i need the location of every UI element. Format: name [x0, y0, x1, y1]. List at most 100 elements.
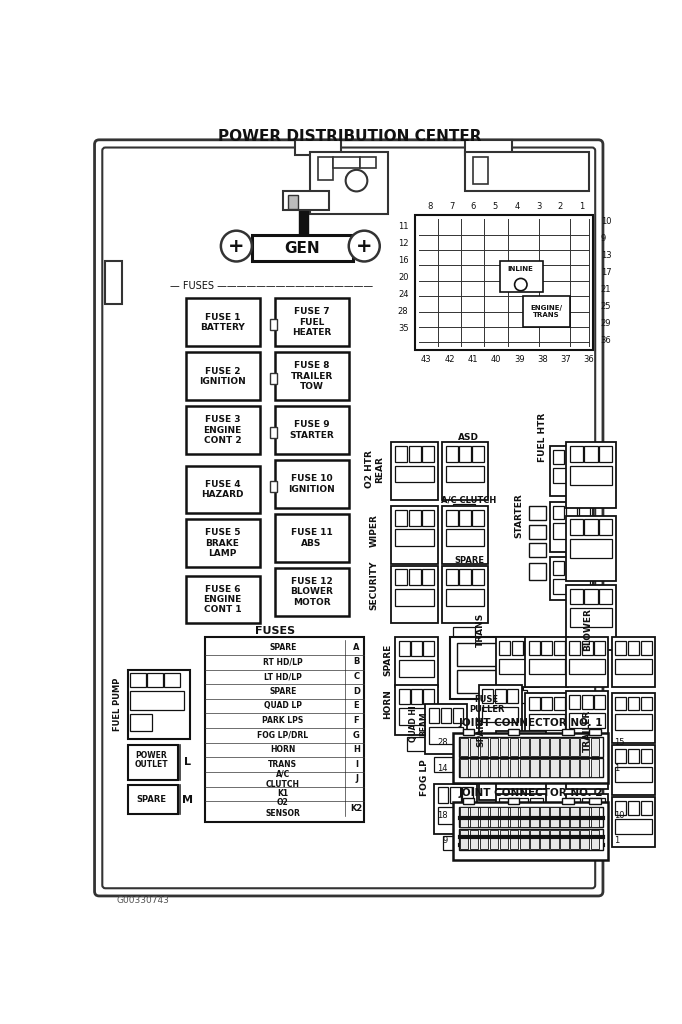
Bar — [483, 742, 493, 758]
Bar — [269, 373, 278, 384]
Bar — [252, 234, 353, 261]
Bar — [582, 695, 593, 709]
Bar — [599, 589, 612, 604]
Bar — [569, 589, 583, 604]
Bar — [507, 742, 518, 758]
Bar — [396, 510, 407, 525]
Bar — [462, 798, 474, 804]
Bar — [399, 689, 410, 705]
Bar — [399, 641, 410, 656]
Bar — [445, 510, 458, 525]
Text: FUSE 6
ENGINE
CONT 1: FUSE 6 ENGINE CONT 1 — [203, 585, 241, 614]
Bar — [529, 715, 565, 730]
Bar — [562, 729, 574, 735]
Bar — [530, 735, 544, 749]
Text: FUSE 12
BLOWER
MOTOR: FUSE 12 BLOWER MOTOR — [290, 577, 333, 606]
Bar — [459, 446, 471, 462]
Bar — [130, 691, 184, 710]
Bar — [612, 692, 655, 742]
Bar — [561, 829, 569, 849]
Text: E: E — [354, 701, 359, 711]
Bar — [470, 807, 478, 826]
Bar — [473, 446, 484, 462]
Bar — [566, 515, 616, 581]
Bar — [591, 829, 599, 849]
Bar — [465, 153, 589, 190]
Bar — [130, 715, 152, 731]
Bar — [525, 692, 568, 742]
Bar — [640, 641, 652, 655]
Bar — [459, 829, 603, 850]
Bar — [529, 696, 539, 711]
Text: 10: 10 — [614, 811, 624, 820]
Bar — [409, 446, 421, 462]
Text: 1: 1 — [614, 764, 619, 773]
Bar — [561, 759, 569, 776]
Bar — [540, 829, 549, 849]
Bar — [186, 352, 260, 400]
Text: 9: 9 — [443, 836, 448, 845]
Bar — [453, 708, 464, 724]
Bar — [542, 696, 552, 711]
Bar — [499, 641, 510, 655]
Bar — [422, 510, 434, 525]
Bar — [530, 829, 539, 849]
Bar — [500, 807, 508, 826]
Bar — [566, 442, 616, 508]
Text: FUSE 4
HAZARD: FUSE 4 HAZARD — [201, 479, 243, 499]
Text: BLOWER: BLOWER — [583, 608, 592, 651]
Text: 18: 18 — [437, 811, 448, 820]
Bar — [473, 569, 484, 585]
Bar — [360, 157, 376, 168]
Bar — [391, 565, 438, 624]
Bar — [550, 557, 593, 599]
Text: ASD: ASD — [458, 432, 479, 441]
Bar — [428, 727, 464, 744]
Bar — [500, 759, 508, 776]
Bar — [460, 807, 468, 826]
Text: WIPER: WIPER — [370, 514, 379, 548]
Bar — [396, 569, 407, 585]
Text: FUSE 1
BATTERY: FUSE 1 BATTERY — [200, 312, 245, 332]
Text: SPARE: SPARE — [136, 796, 166, 804]
Bar — [310, 153, 387, 214]
Bar — [566, 451, 577, 464]
Bar — [566, 795, 608, 845]
Bar — [550, 807, 559, 826]
Text: +: + — [356, 237, 372, 256]
Circle shape — [349, 230, 380, 261]
Text: 28: 28 — [437, 738, 448, 748]
Bar — [288, 196, 297, 209]
Text: FUSE 3
ENGINE
CONT 2: FUSE 3 ENGINE CONT 2 — [203, 415, 241, 445]
Bar — [186, 519, 260, 567]
Bar — [525, 637, 568, 687]
Bar — [442, 442, 488, 500]
Bar — [612, 798, 655, 848]
Bar — [540, 759, 549, 776]
Bar — [428, 708, 439, 724]
Bar — [615, 696, 627, 711]
Bar — [569, 466, 612, 484]
Text: C: C — [353, 672, 359, 681]
Text: PARK LPS: PARK LPS — [263, 716, 303, 725]
Bar — [482, 707, 518, 722]
Bar — [510, 759, 518, 776]
Bar — [275, 568, 349, 615]
Text: 13: 13 — [601, 251, 611, 260]
Bar — [275, 514, 349, 562]
Bar — [422, 446, 434, 462]
Bar — [391, 506, 438, 564]
Bar — [569, 761, 606, 776]
Bar — [569, 658, 606, 674]
Bar — [540, 738, 549, 756]
Bar — [550, 738, 559, 756]
Bar — [578, 451, 590, 464]
Bar — [550, 759, 559, 776]
Bar — [550, 502, 593, 552]
Text: 28: 28 — [398, 307, 409, 316]
Bar — [473, 157, 488, 183]
Bar — [640, 749, 652, 763]
Text: B: B — [353, 657, 359, 667]
Bar — [570, 807, 579, 826]
Bar — [529, 641, 539, 655]
